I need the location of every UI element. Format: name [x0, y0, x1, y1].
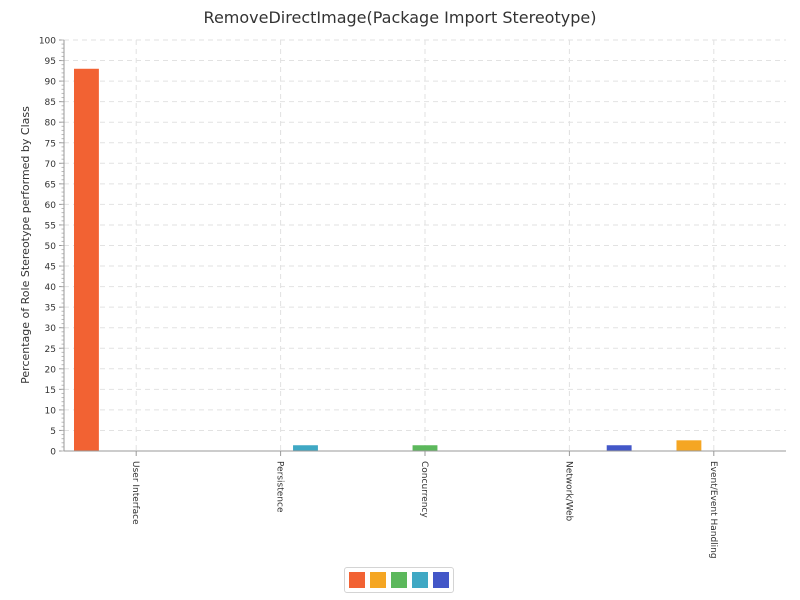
y-tick-label: 20 [45, 365, 57, 375]
y-tick-label: 75 [45, 139, 56, 149]
bar [676, 440, 702, 451]
bar [293, 445, 318, 451]
legend-swatch [412, 572, 428, 588]
legend-swatch [433, 572, 449, 588]
y-tick-label: 10 [45, 406, 57, 416]
y-tick-label: 5 [50, 427, 56, 437]
legend-swatch [391, 572, 407, 588]
x-tick-label: Concurrency [419, 461, 429, 518]
y-tick-label: 55 [45, 221, 56, 231]
bars [74, 68, 702, 452]
y-tick-label: 50 [45, 242, 57, 252]
y-tick-label: 15 [45, 386, 56, 396]
y-tick-label: 0 [50, 448, 56, 458]
legend-swatch [349, 572, 365, 588]
bar [74, 68, 99, 452]
y-tick-label: 40 [45, 283, 57, 293]
x-axis: User Interface Persistence Concurrency Netw… [64, 450, 786, 559]
y-tick-label: 100 [39, 37, 56, 47]
x-tick-label: Network/Web [563, 461, 573, 522]
y-tick-label: 90 [45, 78, 57, 88]
y-tick-label: 45 [45, 263, 56, 273]
y-tick-label: 80 [45, 119, 57, 129]
y-tick-label: 85 [45, 98, 56, 108]
bar [412, 445, 438, 451]
bar [606, 445, 632, 451]
y-tick-label: 35 [45, 304, 56, 314]
x-tick-label: User Interface [130, 461, 140, 525]
y-tick-label: 25 [45, 345, 56, 355]
y-axis: 0 5 10 15 20 25 30 35 40 45 50 55 60 65 70 75 80 85 90 95 10… [39, 37, 65, 458]
y-tick-label: 95 [45, 57, 56, 67]
legend-swatch [370, 572, 386, 588]
x-tick-label: Persistence [275, 461, 285, 513]
chart-title: RemoveDirectImage(Package Import Stereot… [204, 8, 597, 27]
y-tick-label: 70 [45, 160, 57, 170]
y-axis-label: Percentage of Role Stereotype performed … [19, 106, 32, 384]
y-tick-label: 60 [45, 201, 57, 211]
legend [344, 567, 454, 593]
grid-lines [64, 39, 786, 452]
x-tick-label: Event/Event Handling [708, 461, 718, 559]
y-tick-label: 65 [45, 180, 56, 190]
y-tick-label: 30 [45, 324, 57, 334]
